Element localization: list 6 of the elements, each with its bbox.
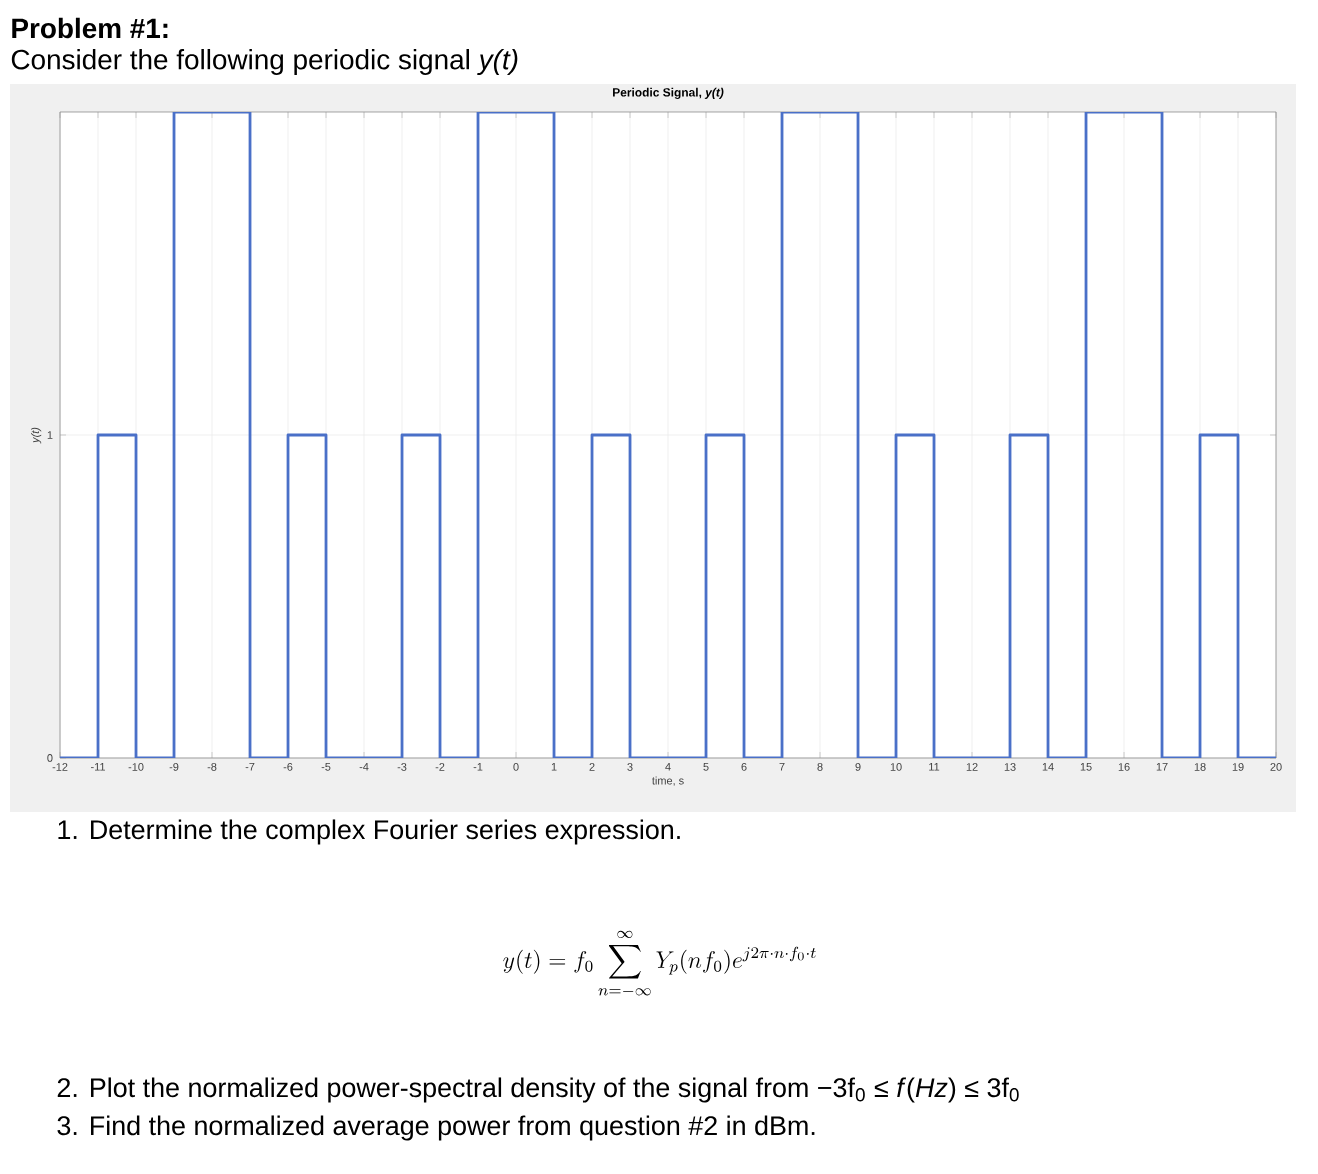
text: 1. Determine the complex Fourier series expression. — [58, 819, 680, 845]
text: $y(t) = f_0 \sum_{n=-\infty}^{\infty} Y_p(nf_0)e^{j2\pi\cdot n\cdot f_0\cdot t}$ — [503, 930, 816, 996]
text: 3. Find the normalized average power from question #2 in dBm. — [57, 1115, 815, 1141]
text: Consider the following periodic signal y(t) — [11, 48, 518, 75]
text: Problem #1: — [12, 17, 168, 39]
text: 2. Plot the normalized power-spectral density of the signal from −3f$_{0}$ ≤ f(Hz) ≤ 3f$_{0}$ — [57, 1077, 1019, 1103]
